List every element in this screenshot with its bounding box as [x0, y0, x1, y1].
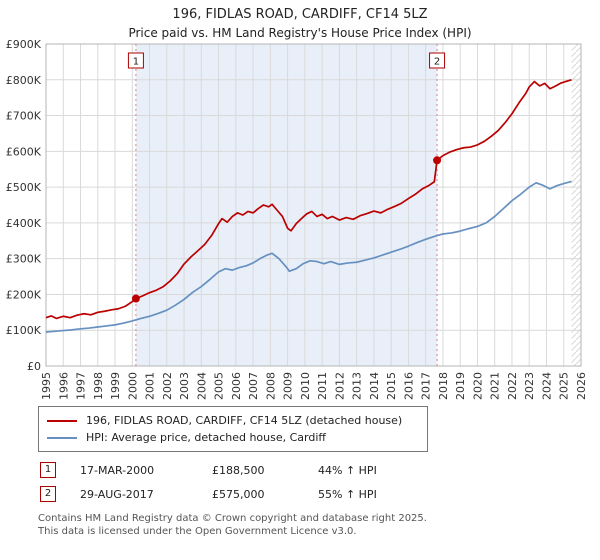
- x-tick-label: 2019: [454, 372, 467, 400]
- license-note: Contains HM Land Registry data © Crown c…: [38, 512, 600, 538]
- table-row: 1 17-MAR-2000 £188,500 44% ↑ HPI: [40, 462, 600, 478]
- transaction-2-hpi-delta: 55% ↑ HPI: [318, 487, 377, 501]
- x-tick-label: 1997: [75, 372, 88, 400]
- sale-marker: [131, 294, 140, 303]
- x-tick-label: 2010: [299, 372, 312, 400]
- future-band: [571, 44, 581, 366]
- x-tick-label: 1996: [57, 372, 70, 400]
- x-tick-label: 2017: [420, 372, 433, 400]
- y-tick-label: £400K: [6, 217, 42, 230]
- sale-number-label: 2: [434, 57, 440, 68]
- transaction-2-badge: 2: [40, 486, 56, 502]
- x-tick-label: 2005: [213, 372, 226, 400]
- sale-number-label: 1: [133, 57, 139, 68]
- transaction-1-badge: 1: [40, 462, 56, 478]
- price-chart: £0 £100K £200K £300K £400K £500K £600K £700K £80…: [6, 40, 588, 400]
- legend-item-hpi: HPI: Average price, detached house, Card…: [47, 429, 419, 446]
- x-tick-label: 2009: [282, 372, 295, 400]
- x-tick-label: 2007: [247, 372, 260, 400]
- price-line-swatch: [47, 419, 77, 422]
- y-tick-label: £0: [27, 360, 41, 373]
- between-sales-shading: [135, 44, 438, 366]
- x-tick-label: 2000: [126, 372, 139, 400]
- y-tick-label: £500K: [6, 181, 42, 194]
- x-tick-label: 2002: [161, 372, 174, 400]
- x-tick-label: 1999: [109, 372, 122, 400]
- x-tick-label: 2006: [230, 372, 243, 400]
- x-tick-label: 1995: [40, 372, 53, 400]
- legend-label-hpi: HPI: Average price, detached house, Card…: [86, 431, 326, 444]
- hpi-line: [45, 180, 572, 333]
- x-tick-label: 2012: [333, 372, 346, 400]
- x-tick-label: 2008: [264, 372, 277, 400]
- x-tick-label: 2025: [558, 372, 571, 400]
- table-row: 2 29-AUG-2017 £575,000 55% ↑ HPI: [40, 486, 600, 502]
- license-line-1: Contains HM Land Registry data © Crown c…: [38, 513, 427, 524]
- license-line-2: This data is licensed under the Open Gov…: [38, 526, 357, 537]
- transaction-1-price: £188,500: [212, 463, 265, 477]
- legend-item-price: 196, FIDLAS ROAD, CARDIFF, CF14 5LZ (det…: [47, 412, 419, 429]
- y-tick-label: £100K: [6, 324, 42, 337]
- x-tick-label: 2015: [385, 372, 398, 400]
- x-tick-label: 2014: [368, 372, 381, 400]
- plot-border: [45, 43, 582, 367]
- chart-header: 196, FIDLAS ROAD, CARDIFF, CF14 5LZ Pric…: [0, 0, 600, 40]
- legend-label-price: 196, FIDLAS ROAD, CARDIFF, CF14 5LZ (det…: [86, 414, 403, 427]
- x-tick-label: 1998: [92, 372, 105, 400]
- x-tick-label: 2016: [402, 372, 415, 400]
- sale-number-box: [127, 52, 144, 69]
- transaction-2-date: 29-AUG-2017: [80, 487, 154, 501]
- x-tick-label: 2020: [471, 372, 484, 400]
- transaction-2-price: £575,000: [212, 487, 265, 501]
- x-tick-label: 2026: [575, 372, 588, 400]
- transactions-table: 1 17-MAR-2000 £188,500 44% ↑ HPI 2 29-AU…: [40, 462, 600, 502]
- x-tick-label: 2023: [523, 372, 536, 400]
- page-subtitle: Price paid vs. HM Land Registry's House …: [128, 26, 472, 40]
- chart-legend: 196, FIDLAS ROAD, CARDIFF, CF14 5LZ (det…: [38, 406, 428, 452]
- sale-marker: [433, 156, 442, 165]
- x-tick-label: 2001: [144, 372, 157, 400]
- y-tick-label: £600K: [6, 145, 42, 158]
- y-tick-label: £900K: [6, 40, 42, 51]
- x-tick-label: 2013: [351, 372, 364, 400]
- y-tick-label: £700K: [6, 110, 42, 123]
- y-tick-label: £800K: [6, 74, 42, 87]
- y-tick-label: £300K: [6, 253, 42, 266]
- sale-number-box: [429, 52, 446, 69]
- transaction-1-hpi-delta: 44% ↑ HPI: [318, 463, 377, 477]
- x-tick-label: 2011: [316, 372, 329, 400]
- x-tick-label: 2003: [178, 372, 191, 400]
- x-tick-label: 2004: [195, 372, 208, 400]
- y-tick-label: £200K: [6, 288, 42, 301]
- x-tick-label: 2024: [540, 372, 553, 400]
- page-title: 196, FIDLAS ROAD, CARDIFF, CF14 5LZ: [172, 7, 428, 22]
- x-tick-label: 2021: [489, 372, 502, 400]
- x-tick-label: 2018: [437, 372, 450, 400]
- x-tick-label: 2022: [506, 372, 519, 400]
- transaction-1-date: 17-MAR-2000: [80, 463, 155, 477]
- hpi-line-swatch: [47, 436, 77, 439]
